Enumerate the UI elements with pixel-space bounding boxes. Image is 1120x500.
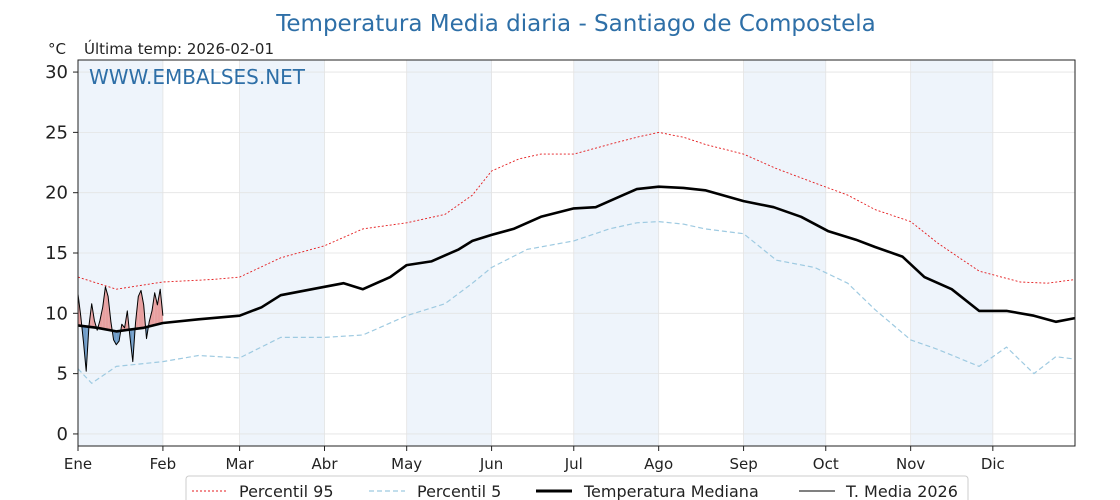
anomaly-fill-above (157, 289, 161, 325)
ytick-label-10: 10 (45, 303, 68, 324)
xtick-label-sep: Sep (729, 455, 757, 473)
anomaly-fill-above (105, 286, 109, 330)
series-line-p95 (77, 131, 1076, 290)
chart-title: Temperatura Media diaria - Santiago de C… (275, 11, 875, 37)
watermark-text: WWW.EMBALSES.NET (89, 65, 306, 89)
last-temp-label: Última temp: 2026-02-01 (84, 39, 274, 58)
series-layer (77, 131, 1076, 384)
xtick-label-mar: Mar (225, 455, 254, 473)
anomaly-fill-above (138, 290, 141, 329)
x-axis: Ene Feb Mar Abr May Jun Jul Ago Sep Oct Nov Dic (64, 446, 1005, 473)
legend-box (185, 475, 969, 500)
series-line-p5 (77, 221, 1076, 384)
xtick-label-ago: Ago (644, 455, 673, 473)
y-axis: 0 5 10 15 20 25 30 (45, 62, 78, 445)
legend: Percentil 95 Percentil 5 Temperatura Med… (185, 475, 969, 500)
ytick-label-30: 30 (45, 62, 68, 83)
series-line-current (77, 286, 164, 372)
xtick-label-abr: Abr (312, 455, 339, 473)
legend-label-median: Temperatura Mediana (583, 482, 759, 500)
xtick-label-dic: Dic (981, 455, 1005, 473)
y-unit-label: °C (48, 40, 66, 58)
ytick-label-5: 5 (57, 364, 68, 385)
ytick-label-20: 20 (45, 183, 68, 204)
series-line-median (77, 185, 1076, 333)
ytick-label-25: 25 (45, 122, 68, 143)
anomaly-fill-above (151, 292, 155, 326)
anomaly-fill-above (140, 290, 144, 329)
legend-label-p95: Percentil 95 (239, 482, 334, 500)
xtick-label-oct: Oct (813, 455, 839, 473)
xtick-label-nov: Nov (896, 455, 925, 473)
grid-lines (77, 60, 1075, 446)
legend-label-p5: Percentil 5 (417, 482, 501, 500)
xtick-label-jun: Jun (479, 455, 503, 473)
xtick-label-ene: Ene (64, 455, 92, 473)
anomaly-fill-below (113, 330, 117, 345)
xtick-label-jul: Jul (564, 455, 583, 473)
xtick-label-may: May (391, 455, 422, 473)
ytick-label-0: 0 (57, 424, 68, 445)
legend-label-current: T. Media 2026 (845, 482, 958, 500)
ytick-label-15: 15 (45, 243, 68, 264)
xtick-label-feb: Feb (150, 455, 177, 473)
anomaly-fill-above (154, 292, 158, 326)
anomaly-fill-above (102, 286, 106, 330)
